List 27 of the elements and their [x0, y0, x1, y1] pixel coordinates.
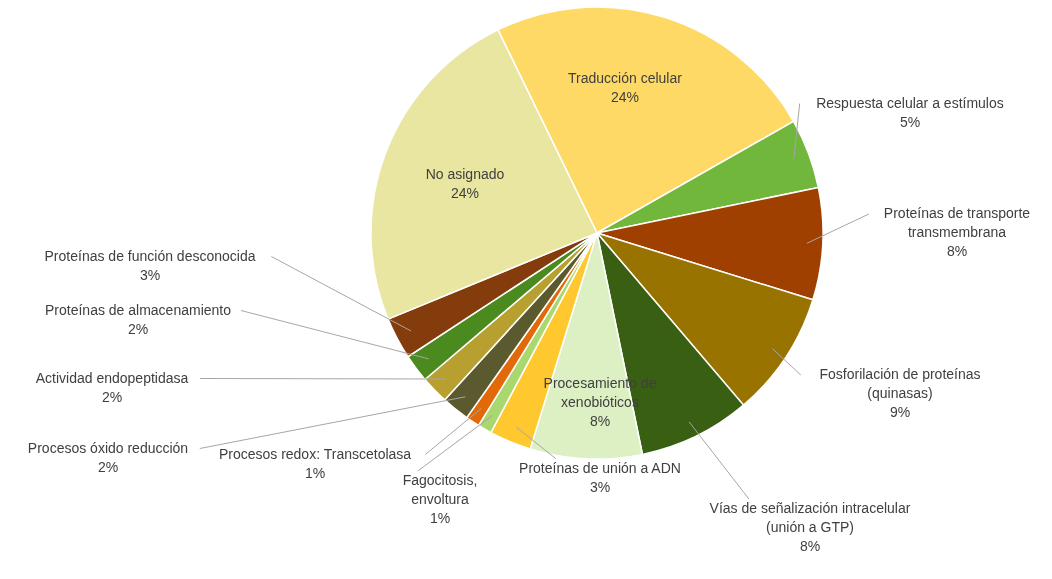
slice-label: Procesos óxido reducción — [27, 439, 189, 456]
data-label: 8% — [946, 242, 968, 259]
data-label: 3% — [589, 478, 611, 495]
data-label: 8% — [799, 537, 821, 554]
data-label: 9% — [889, 403, 911, 420]
slice-label: Fosforilación de proteínas (quinasas) — [819, 365, 981, 401]
data-label: 2% — [127, 320, 149, 337]
data-label: 8% — [589, 412, 611, 429]
slice-label: Proteínas de transporte transmembrana — [883, 204, 1031, 240]
data-label: 5% — [899, 113, 921, 130]
data-label: 24% — [450, 184, 480, 201]
slice-label: Respuesta celular a estímulos — [816, 94, 1004, 111]
slice-label: Proteínas de almacenamiento — [45, 301, 232, 318]
data-label: 2% — [97, 458, 119, 475]
slice-label: Procesos redox: Transcetolasa — [218, 445, 412, 462]
slice-label: Traducción celular — [568, 69, 683, 86]
data-label: 3% — [139, 266, 161, 283]
data-label: 1% — [429, 509, 451, 526]
slice-label: Fagocitosis, envoltura — [402, 471, 478, 507]
data-label: 24% — [610, 88, 640, 105]
slice-label: Proteínas de unión a ADN — [519, 459, 681, 476]
slice-label: Proteínas de función desconocida — [44, 247, 256, 264]
slice-label: Actividad endopeptidasa — [35, 369, 189, 386]
slice-label: Vías de señalización intracelular (unión a GTP) — [709, 499, 911, 535]
slice-label: No asignado — [425, 165, 505, 182]
data-label: 1% — [304, 464, 326, 481]
data-label: 2% — [101, 388, 123, 405]
